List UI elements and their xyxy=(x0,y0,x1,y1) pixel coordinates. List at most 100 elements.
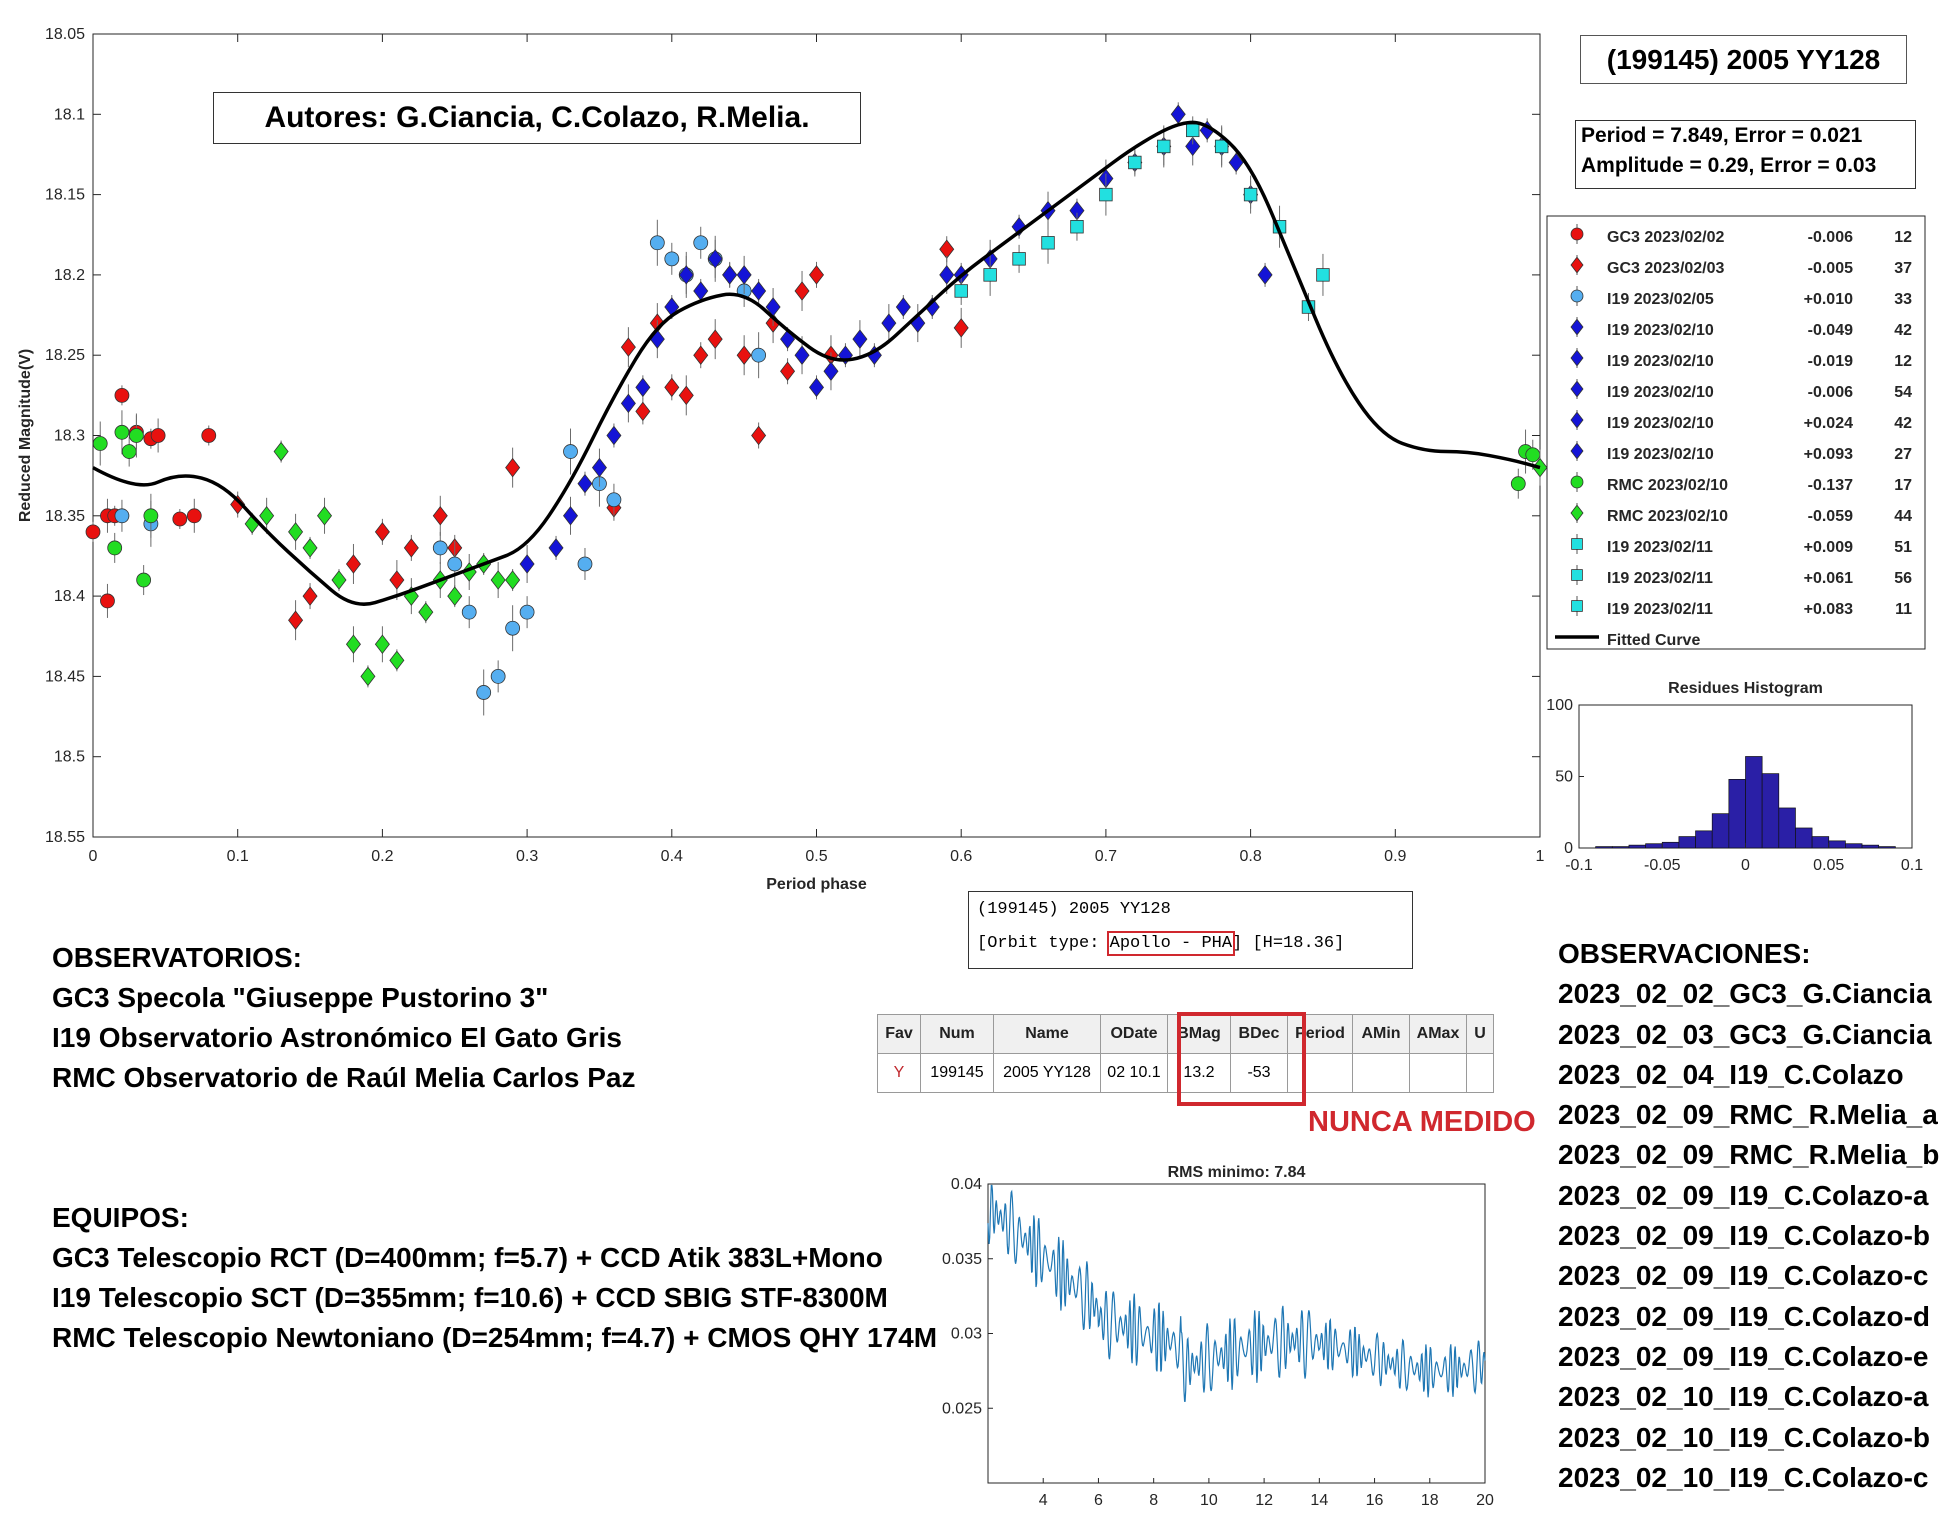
cell-amax xyxy=(1409,1053,1467,1093)
data-point xyxy=(302,586,318,606)
legend-marker xyxy=(1570,227,1584,241)
data-points xyxy=(85,102,1548,716)
data-point xyxy=(230,494,246,515)
y-tick-label: 0 xyxy=(1564,840,1573,857)
data-point xyxy=(808,265,825,285)
observatorio-line: GC3 Specola "Giuseppe Pustorino 3" xyxy=(52,982,549,1013)
data-point xyxy=(519,604,535,620)
col-fav[interactable]: Fav xyxy=(877,1014,921,1054)
observatorios-title: OBSERVATORIOS: xyxy=(52,942,302,973)
data-point xyxy=(808,377,825,398)
legend-count: 33 xyxy=(1894,291,1912,308)
x-tick-label: 1 xyxy=(1536,848,1545,865)
data-point xyxy=(1186,123,1200,138)
orbit-object-name: (199145) 2005 YY128 xyxy=(977,900,1171,919)
data-point xyxy=(317,506,333,526)
legend-offset: +0.061 xyxy=(1804,570,1853,587)
table-row[interactable]: Y 199145 2005 YY128 02 10.1 13.2 -53 xyxy=(877,1053,1494,1093)
data-point xyxy=(606,492,622,508)
observaciones-title: OBSERVACIONES: xyxy=(1558,938,1811,969)
x-tick-label: 0.8 xyxy=(1239,848,1261,865)
data-point xyxy=(664,251,680,267)
legend-label: I19 2023/02/05 xyxy=(1607,291,1714,308)
legend-marker xyxy=(1570,318,1584,336)
col-name[interactable]: Name xyxy=(993,1014,1101,1054)
legend-marker xyxy=(1570,411,1584,429)
observacion-line: 2023_02_09_I19_C.Colazo-e xyxy=(1558,1340,1929,1372)
observacion-line: 2023_02_09_RMC_R.Melia_b xyxy=(1558,1139,1940,1171)
histogram-bar xyxy=(1595,846,1613,849)
fit-amplitude: Amplitude = 0.29, Error = 0.03 xyxy=(1581,154,1877,177)
legend-label: I19 2023/02/10 xyxy=(1607,446,1714,463)
legend-count: 37 xyxy=(1894,260,1912,277)
data-point xyxy=(751,281,767,301)
cell-u xyxy=(1466,1053,1494,1093)
x-tick-label: 0.7 xyxy=(1095,848,1117,865)
legend-label: I19 2023/02/10 xyxy=(1607,384,1714,401)
histogram-bar xyxy=(1828,840,1846,849)
legend-label: I19 2023/02/10 xyxy=(1607,322,1714,339)
observacion-line: 2023_02_10_I19_C.Colazo-c xyxy=(1558,1461,1929,1493)
y-tick-label: 18.3 xyxy=(54,428,85,445)
data-point xyxy=(121,444,137,459)
histogram-bar xyxy=(1728,779,1746,849)
legend-offset: -0.006 xyxy=(1808,384,1853,401)
col-num[interactable]: Num xyxy=(920,1014,994,1054)
data-point xyxy=(1316,268,1330,282)
legend-offset: +0.093 xyxy=(1804,446,1853,463)
observatorio-line: I19 Observatorio Astronómico El Gato Gri… xyxy=(52,1022,622,1053)
col-period[interactable]: Period xyxy=(1287,1014,1353,1054)
y-tick-label: 0.025 xyxy=(942,1400,982,1417)
data-point xyxy=(548,538,564,558)
legend-marker xyxy=(1570,442,1584,460)
y-tick-label: 18.55 xyxy=(45,829,85,846)
x-axis-label: Period phase xyxy=(766,876,867,893)
x-tick-label: 10 xyxy=(1200,1492,1218,1509)
equipo-line: GC3 Telescopio RCT (D=400mm; f=5.7) + CC… xyxy=(52,1242,883,1273)
col-amax[interactable]: AMax xyxy=(1409,1014,1467,1054)
data-point xyxy=(707,329,723,349)
legend-marker xyxy=(1571,600,1583,612)
x-tick-label: 0.5 xyxy=(805,848,827,865)
legend-label: RMC 2023/02/10 xyxy=(1607,477,1728,494)
histogram-bar xyxy=(1678,836,1696,849)
data-point xyxy=(389,570,405,590)
observacion-line: 2023_02_09_I19_C.Colazo-d xyxy=(1558,1300,1930,1332)
observacion-line: 2023_02_09_I19_C.Colazo-c xyxy=(1558,1260,1929,1292)
data-point xyxy=(983,268,997,282)
y-tick-label: 18.25 xyxy=(45,347,85,364)
orbit-info-box: (199145) 2005 YY128 [Orbit type: Apollo … xyxy=(968,891,1413,969)
col-amin[interactable]: AMin xyxy=(1352,1014,1410,1054)
legend-offset: -0.137 xyxy=(1808,477,1853,494)
legend-offset: +0.024 xyxy=(1804,415,1853,432)
legend-marker xyxy=(1570,475,1584,489)
observacion-line: 2023_02_04_I19_C.Colazo xyxy=(1558,1058,1904,1090)
legend-label: Fitted Curve xyxy=(1607,632,1700,649)
data-point xyxy=(707,249,723,269)
authors-text: Autores: G.Ciancia, C.Colazo, R.Melia. xyxy=(264,101,810,134)
equipo-line: RMC Telescopio Newtoniano (D=254mm; f=4.… xyxy=(52,1322,938,1353)
data-point xyxy=(1099,187,1113,202)
cell-fav: Y xyxy=(877,1053,921,1093)
col-u[interactable]: U xyxy=(1466,1014,1494,1054)
y-tick-label: 0.04 xyxy=(951,1176,982,1193)
col-bdec[interactable]: BDec xyxy=(1230,1014,1288,1054)
x-tick-label: 0.05 xyxy=(1813,857,1844,874)
legend-count: 11 xyxy=(1895,601,1912,618)
data-point xyxy=(953,318,969,338)
data-point xyxy=(374,522,390,542)
data-point xyxy=(620,337,636,357)
histogram-bar xyxy=(1795,827,1813,849)
main-plot: 0 0.1 0.2 0.3 0.4 0.5 0.6 0.7 0.8 0.9 1 18.05 18.1 18… xyxy=(17,26,1926,893)
legend-count: 12 xyxy=(1894,229,1912,246)
data-point xyxy=(476,685,492,700)
col-odate[interactable]: ODate xyxy=(1100,1014,1168,1054)
histogram-title: Residues Histogram xyxy=(1668,680,1823,697)
legend-offset: +0.083 xyxy=(1804,601,1853,618)
data-point xyxy=(186,508,202,524)
data-point xyxy=(751,425,767,446)
y-tick-label: 100 xyxy=(1546,697,1573,714)
data-point xyxy=(954,284,968,298)
y-tick-label: 18.45 xyxy=(45,668,85,685)
x-tick-label: 4 xyxy=(1039,1492,1048,1509)
